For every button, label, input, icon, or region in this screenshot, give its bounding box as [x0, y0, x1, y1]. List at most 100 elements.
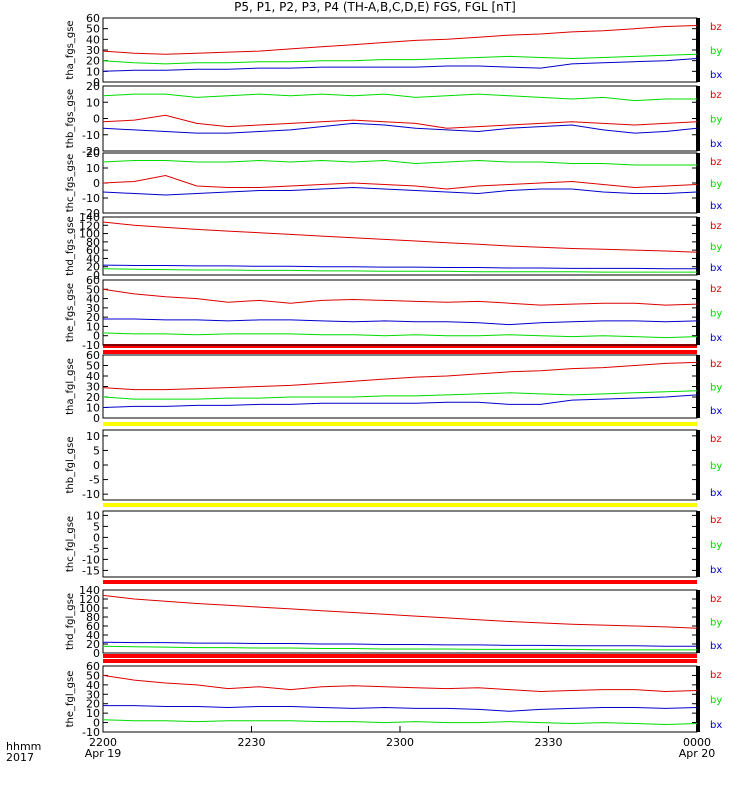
y-tick-label: 0: [93, 113, 100, 126]
panel-edge: [696, 18, 700, 82]
y-tick-label: 80: [86, 611, 100, 624]
legend-bz: bz: [710, 434, 722, 445]
x-tick-label: 2230: [238, 736, 266, 749]
panel-edge: [696, 355, 700, 418]
y-axis-label: tha_fgl_gse: [65, 358, 76, 415]
legend-by: by: [710, 695, 722, 706]
panel-edge: [696, 430, 700, 500]
series-line-bz: [102, 221, 698, 253]
x-tick-date: Apr 20: [679, 747, 716, 760]
y-tick-label: 10: [86, 707, 100, 720]
panel-edge: [696, 217, 700, 275]
y-tick-label: 40: [86, 629, 100, 642]
legend-by: by: [710, 540, 722, 551]
y-tick-label: 0: [93, 531, 100, 544]
y-tick-label: 0: [93, 459, 100, 472]
y-tick-label: 20: [86, 55, 100, 68]
time-corner-label: hhmm: [6, 740, 42, 753]
y-tick-label: 0: [93, 177, 100, 190]
legend-by: by: [710, 46, 722, 57]
x-tick-label: 0000: [683, 736, 711, 749]
y-tick-label: 0: [93, 717, 100, 730]
series-line-by: [102, 93, 697, 102]
y-tick-label: 40: [86, 370, 100, 383]
series-line-by: [102, 332, 698, 339]
series-line-bx: [102, 58, 698, 72]
y-tick-label: -10: [82, 339, 100, 352]
y-tick-label: 30: [86, 302, 100, 315]
panel-edge: [696, 153, 700, 213]
y-tick-label: 100: [79, 602, 100, 615]
legend-by: by: [710, 618, 722, 629]
y-tick-label: 60: [86, 660, 100, 673]
year-corner-label: 2017: [6, 751, 34, 764]
y-tick-label: 140: [79, 211, 100, 224]
y-axis-label: tha_fgs_gse: [65, 20, 76, 79]
legend-by: by: [710, 461, 722, 472]
y-tick-label: 80: [86, 236, 100, 249]
panel-frame: [102, 510, 698, 578]
y-tick-label: 60: [86, 12, 100, 25]
y-tick-label: -5: [89, 542, 100, 555]
series-line-bz: [102, 361, 698, 391]
y-tick-label: -10: [82, 192, 100, 205]
panel-edge: [696, 86, 700, 151]
series-line-bz: [102, 25, 698, 55]
y-tick-label: 30: [86, 44, 100, 57]
panel-edge: [696, 280, 700, 345]
series-line-bx: [102, 394, 698, 408]
y-tick-label: -10: [82, 129, 100, 142]
y-tick-label: 0: [93, 412, 100, 425]
legend-bz: bz: [710, 157, 722, 168]
y-tick-label: 60: [86, 620, 100, 633]
y-tick-label: 60: [86, 349, 100, 362]
y-tick-label: 5: [93, 520, 100, 533]
y-tick-label: 20: [86, 698, 100, 711]
y-tick-label: 10: [86, 65, 100, 78]
yellow-bar: [103, 503, 697, 507]
series-line-bx: [102, 186, 698, 196]
y-tick-label: 20: [86, 261, 100, 274]
series-line-by: [102, 159, 697, 166]
panel-frame: [102, 429, 698, 501]
legend-bz: bz: [710, 670, 722, 681]
y-tick-label: 10: [86, 430, 100, 443]
y-axis-label: the_fgl_gse: [65, 671, 76, 728]
panel-edge: [696, 511, 700, 577]
y-tick-label: -20: [82, 145, 100, 158]
legend-by: by: [710, 179, 722, 190]
y-tick-label: 0: [93, 76, 100, 89]
red-bar: [103, 580, 697, 584]
series-line-by: [102, 645, 697, 651]
y-tick-label: 140: [79, 584, 100, 597]
y-tick-label: 60: [86, 274, 100, 287]
red-bar: [103, 654, 697, 658]
legend-by: by: [710, 115, 722, 126]
series-line-bx: [102, 122, 698, 134]
y-tick-label: 20: [86, 80, 100, 93]
y-tick-label: 120: [79, 593, 100, 606]
y-tick-label: 0: [93, 330, 100, 343]
y-tick-label: 40: [86, 252, 100, 265]
y-tick-label: 30: [86, 381, 100, 394]
y-axis-label: thc_fgl_gse: [65, 516, 76, 572]
y-tick-label: 0: [93, 269, 100, 282]
x-tick-label: 2200: [89, 736, 117, 749]
y-tick-label: -10: [82, 488, 100, 501]
y-tick-label: 50: [86, 283, 100, 296]
legend-by: by: [710, 242, 722, 253]
red-bar: [103, 350, 697, 354]
y-tick-label: 10: [86, 402, 100, 415]
y-tick-label: 10: [86, 96, 100, 109]
y-tick-label: 10: [86, 509, 100, 522]
legend-bz: bz: [710, 594, 722, 605]
legend-bz: bz: [710, 515, 722, 526]
series-line-bz: [102, 174, 698, 190]
legend-bz: bz: [710, 90, 722, 101]
series-line-by: [102, 390, 698, 400]
legend-bz: bz: [710, 284, 722, 295]
x-tick-label: 2300: [386, 736, 414, 749]
series-line-bx: [102, 264, 697, 270]
series-line-bz: [102, 114, 698, 129]
